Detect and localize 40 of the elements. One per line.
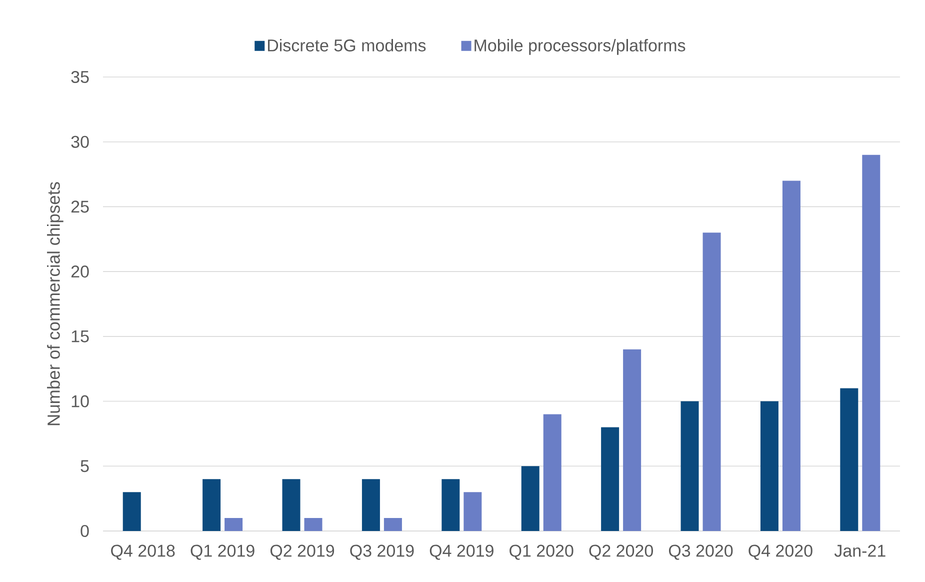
x-tick-label: Q3 2019 — [350, 544, 414, 560]
bar — [760, 401, 778, 531]
y-tick-label: 35 — [71, 70, 89, 84]
y-tick-label: 10 — [72, 395, 89, 408]
x-tick-label: Jan-21 — [834, 544, 886, 557]
y-tick-label: 5 — [80, 460, 89, 472]
x-tick-label: Q1 2020 — [510, 544, 574, 560]
bar — [464, 492, 482, 531]
bar — [442, 479, 460, 531]
legend-label: Mobile processors/platforms — [474, 38, 686, 55]
bar — [224, 518, 243, 531]
bar — [840, 388, 858, 531]
x-tick-label: Q4 2020 — [748, 544, 812, 560]
bar — [384, 518, 402, 531]
bar — [680, 401, 699, 531]
y-tick-label: 30 — [71, 136, 89, 148]
x-tick-label: Q2 2019 — [270, 544, 334, 560]
bar — [702, 232, 721, 531]
bar — [304, 518, 322, 531]
bar — [122, 492, 141, 531]
bar — [202, 479, 221, 531]
x-tick-label: Q4 2019 — [430, 544, 494, 560]
x-tick-label: Q1 2019 — [190, 544, 254, 560]
y-tick-label: 0 — [80, 524, 89, 538]
x-tick-label: Q2 2020 — [589, 544, 653, 560]
legend-label: Discrete 5G modems — [268, 38, 426, 52]
bar — [782, 180, 800, 531]
bar — [543, 414, 562, 531]
y-tick-label: 20 — [71, 266, 89, 278]
y-tick-label: 15 — [72, 330, 89, 342]
x-tick-label: Q3 2020 — [668, 544, 733, 560]
bar — [521, 466, 540, 531]
bar — [862, 154, 880, 531]
y-tick-label: 25 — [71, 200, 89, 213]
bar — [282, 479, 300, 531]
bar — [601, 427, 620, 531]
y-axis-title: Number of commercial chipsets — [47, 182, 64, 426]
bar — [362, 479, 380, 531]
x-tick-label: Q4 2018 — [111, 544, 175, 560]
bar — [623, 349, 642, 531]
